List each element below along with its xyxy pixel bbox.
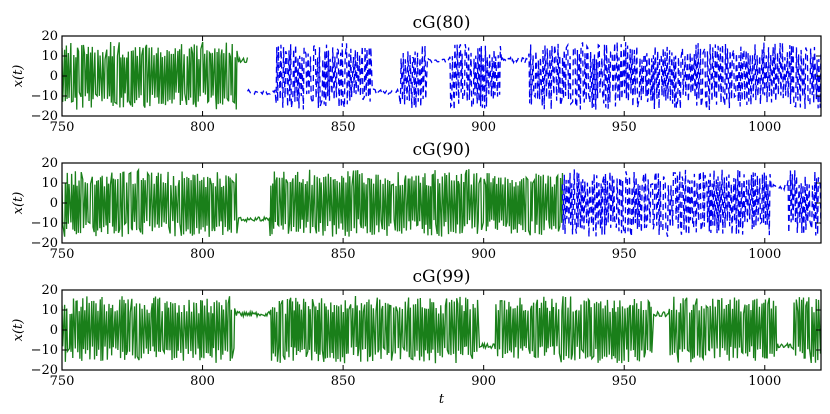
y-tick-label: −10 [31,343,58,358]
x-tick-label: 850 [331,120,356,135]
y-tick-label: −10 [31,216,58,231]
x-tick-label: 750 [50,247,75,262]
panel-title: cG(90) [413,140,471,160]
x-tick-label: 750 [50,374,75,389]
x-tick-label: 900 [471,247,496,262]
y-tick-label: −20 [31,363,58,378]
series-line-1 [62,296,821,364]
x-tick-label: 800 [190,374,215,389]
y-tick-label: 0 [50,69,58,84]
x-tick-label: 850 [331,247,356,262]
x-tick-label: 900 [471,374,496,389]
x-tick-label: 1000 [748,374,781,389]
y-tick-label: 20 [41,283,58,298]
y-tick-label: −20 [31,236,58,251]
y-axis-label: x(t) [11,192,26,215]
x-tick-label: 750 [50,120,75,135]
x-tick-label: 850 [331,374,356,389]
x-tick-label: 950 [612,247,637,262]
x-tick-label: 800 [190,120,215,135]
y-tick-label: −10 [31,89,58,104]
series-line-1 [62,167,564,237]
y-tick-label: 20 [41,29,58,44]
y-tick-label: 20 [41,156,58,171]
y-axis-label: x(t) [11,319,26,342]
y-tick-label: −20 [31,109,58,124]
panel-title: cG(99) [413,267,471,287]
series-line-1 [62,41,249,110]
x-tick-label: 1000 [748,120,781,135]
y-tick-label: 10 [41,49,58,64]
x-tick-label: 950 [612,120,637,135]
x-tick-label: 950 [612,374,637,389]
series-line-2 [246,42,821,110]
x-tick-label: 900 [471,120,496,135]
y-axis-label: x(t) [11,65,26,88]
x-tick-label: 800 [190,247,215,262]
x-tick-label: 1000 [748,247,781,262]
panel-title: cG(80) [413,13,471,33]
y-tick-label: 0 [50,196,58,211]
y-tick-label: 0 [50,323,58,338]
series-line-2 [561,169,821,237]
y-tick-label: 10 [41,176,58,191]
y-tick-label: 10 [41,303,58,318]
x-axis-label: t [439,392,445,407]
